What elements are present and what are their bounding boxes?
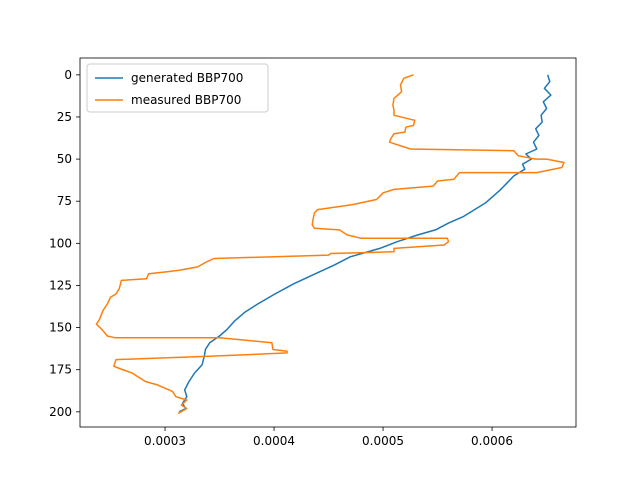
x-tick-label: 0.0006 <box>471 434 513 448</box>
y-tick-label: 100 <box>49 236 72 250</box>
series-line-generated <box>178 74 552 413</box>
x-tick-label: 0.0005 <box>362 434 404 448</box>
y-tick-label: 75 <box>57 194 72 208</box>
x-axis: 0.0003 0.0004 0.0005 0.0006 <box>144 427 513 448</box>
legend-label-generated: generated BBP700 <box>131 71 243 85</box>
x-tick-label: 0.0004 <box>253 434 295 448</box>
y-tick-label: 150 <box>49 321 72 335</box>
x-tick-label: 0.0003 <box>144 434 186 448</box>
series-layer <box>95 74 565 415</box>
series-line-measured <box>95 74 565 415</box>
y-tick-label: 200 <box>49 405 72 419</box>
plot-frame <box>79 57 577 428</box>
y-tick-label: 0 <box>64 68 72 82</box>
legend-label-measured: measured BBP700 <box>131 93 241 107</box>
legend-box <box>86 63 269 113</box>
y-axis: 0 25 50 75 100 125 150 175 200 <box>49 68 80 419</box>
y-tick-label: 50 <box>57 152 72 166</box>
y-tick-label: 125 <box>49 278 72 292</box>
legend: generated BBP700 measured BBP700 <box>86 63 269 113</box>
y-tick-label: 175 <box>49 363 72 377</box>
y-tick-label: 25 <box>57 110 72 124</box>
